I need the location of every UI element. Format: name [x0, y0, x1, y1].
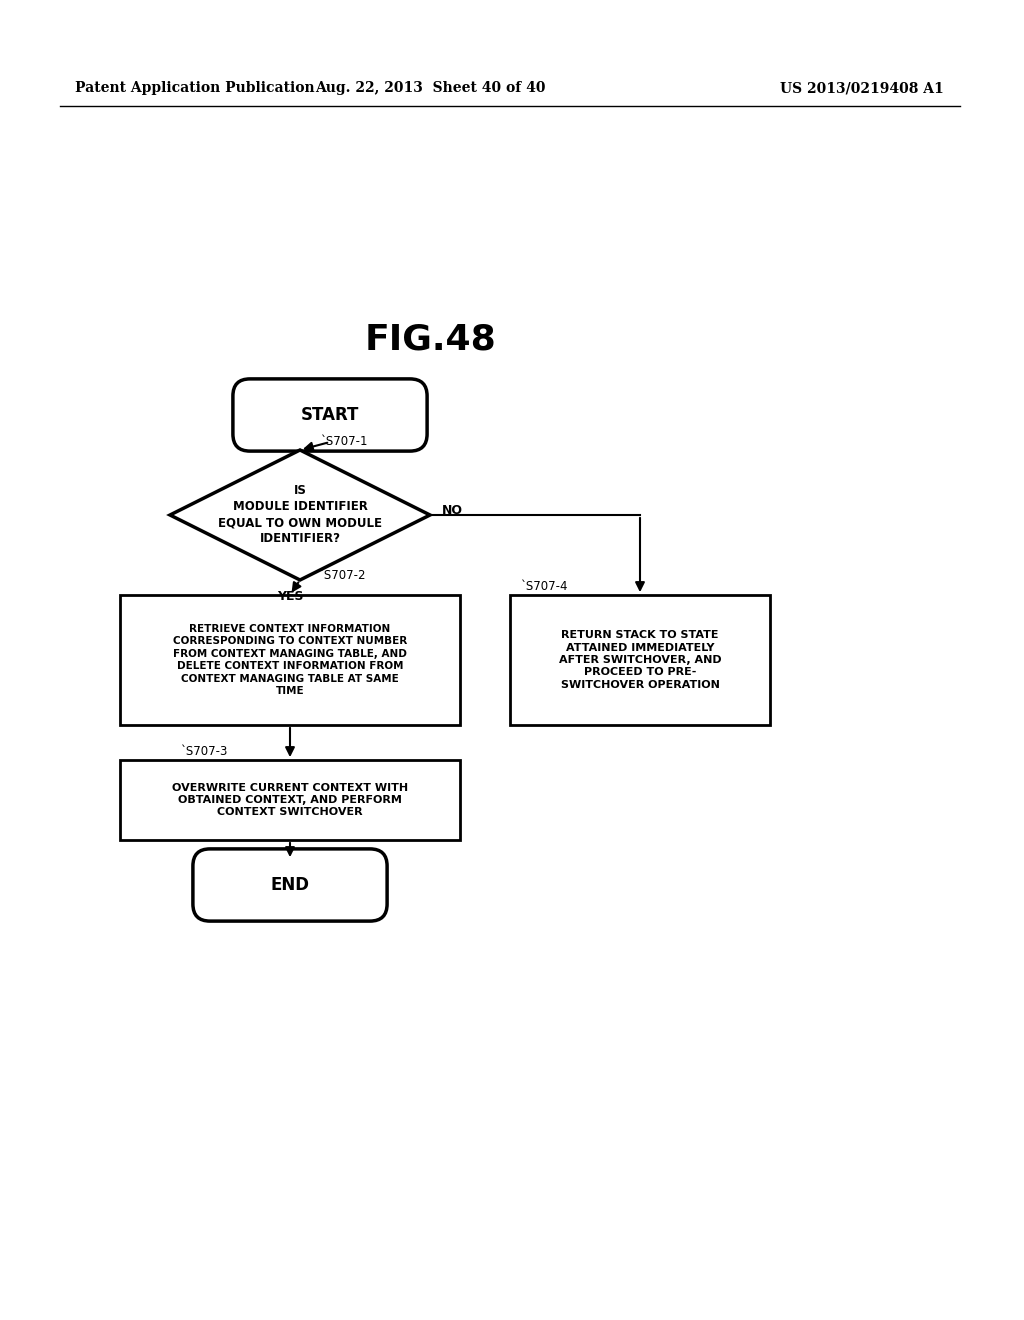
- Text: RETURN STACK TO STATE
ATTAINED IMMEDIATELY
AFTER SWITCHOVER, AND
PROCEED TO PRE-: RETURN STACK TO STATE ATTAINED IMMEDIATE…: [559, 630, 721, 690]
- Text: YES: YES: [276, 590, 303, 603]
- Text: `S707-4: `S707-4: [520, 579, 567, 593]
- Text: NO: NO: [442, 503, 463, 516]
- Text: START: START: [301, 407, 359, 424]
- Text: FIG.48: FIG.48: [365, 323, 496, 356]
- Text: RETRIEVE CONTEXT INFORMATION
CORRESPONDING TO CONTEXT NUMBER
FROM CONTEXT MANAGI: RETRIEVE CONTEXT INFORMATION CORRESPONDI…: [173, 624, 408, 696]
- Text: `S707-1: `S707-1: [319, 436, 368, 447]
- Polygon shape: [170, 450, 430, 579]
- Text: US 2013/0219408 A1: US 2013/0219408 A1: [780, 81, 944, 95]
- Text: `S707-3: `S707-3: [180, 744, 227, 758]
- Text: Patent Application Publication: Patent Application Publication: [75, 81, 314, 95]
- Bar: [120, 595, 460, 725]
- Text: END: END: [270, 876, 309, 894]
- Text: IS
MODULE IDENTIFIER
EQUAL TO OWN MODULE
IDENTIFIER?: IS MODULE IDENTIFIER EQUAL TO OWN MODULE…: [218, 484, 382, 545]
- FancyBboxPatch shape: [193, 849, 387, 921]
- Text: Aug. 22, 2013  Sheet 40 of 40: Aug. 22, 2013 Sheet 40 of 40: [314, 81, 545, 95]
- Bar: [510, 595, 770, 725]
- Text: `S707-2: `S707-2: [318, 569, 366, 582]
- Bar: [120, 760, 460, 840]
- Text: OVERWRITE CURRENT CONTEXT WITH
OBTAINED CONTEXT, AND PERFORM
CONTEXT SWITCHOVER: OVERWRITE CURRENT CONTEXT WITH OBTAINED …: [172, 783, 408, 817]
- FancyBboxPatch shape: [232, 379, 427, 451]
